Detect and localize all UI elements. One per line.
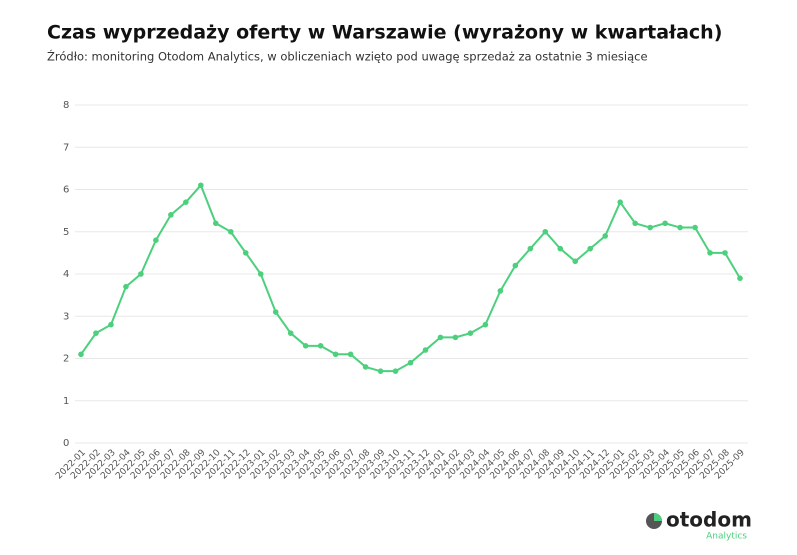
point [692,224,698,231]
point [138,271,144,277]
chart-subtitle: Źródło: monitoring Otodom Analytics, w o… [47,49,648,64]
point [617,199,623,205]
point [677,224,683,231]
point [572,258,579,265]
point [602,233,609,239]
point [452,334,459,341]
point [662,220,668,227]
point [123,283,129,290]
point [93,330,99,336]
y-tick-label: 2 [63,354,69,365]
y-tick-label: 4 [63,269,69,280]
point [317,343,324,349]
y-tick-label: 3 [63,311,69,322]
point [257,271,264,277]
point [347,351,354,358]
point [108,321,114,328]
point [377,368,384,374]
point [527,245,534,252]
point [632,220,638,227]
y-tick-label: 1 [63,396,69,407]
logo: otodom Analytics [646,508,752,542]
point [722,250,728,256]
point [332,351,339,358]
point [242,250,249,256]
y-tick-label: 7 [63,142,69,153]
point [212,220,219,227]
logo-subtitle: Analytics [706,532,747,542]
point [587,245,594,252]
point [707,250,713,256]
y-tick-label: 6 [63,185,69,196]
point [437,334,444,341]
point [407,359,414,366]
point [168,212,174,218]
logo-name: otodom [666,508,752,532]
point [512,262,519,269]
point [422,347,429,353]
point [287,330,294,336]
point [227,228,234,235]
point [467,330,474,336]
y-tick-label: 5 [63,227,69,238]
y-tick-label: 0 [63,438,69,449]
point [78,351,84,358]
point [272,309,279,315]
point [542,228,549,235]
point [557,245,564,252]
point [183,199,189,205]
point [482,321,489,328]
point [362,364,369,370]
y-tick-label: 8 [63,100,69,111]
logo-icon-accent [654,513,662,521]
chart-title: Czas wyprzedaży oferty w Warszawie (wyra… [47,22,722,44]
point [198,182,204,189]
point [737,275,743,282]
line [80,183,741,373]
point [392,368,399,374]
point [153,237,159,243]
point [647,224,653,231]
point [302,343,309,349]
point [497,288,504,294]
